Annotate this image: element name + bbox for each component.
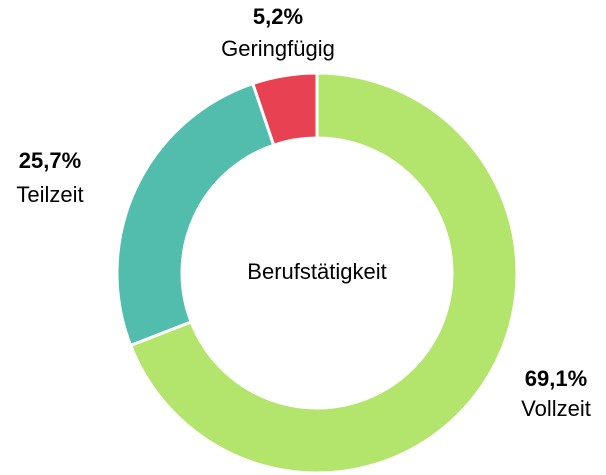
category-label: Vollzeit bbox=[521, 396, 591, 421]
value-label: 5,2% bbox=[253, 4, 303, 29]
donut-segment bbox=[128, 71, 519, 475]
donut-segment bbox=[115, 81, 276, 348]
donut-segment bbox=[250, 71, 319, 148]
value-label: 25,7% bbox=[19, 148, 81, 173]
value-label: 69,1% bbox=[525, 366, 587, 391]
chart-title: Berufstätigkeit bbox=[247, 259, 386, 284]
category-label: Geringfügig bbox=[221, 36, 335, 61]
category-label: Teilzeit bbox=[16, 182, 83, 207]
